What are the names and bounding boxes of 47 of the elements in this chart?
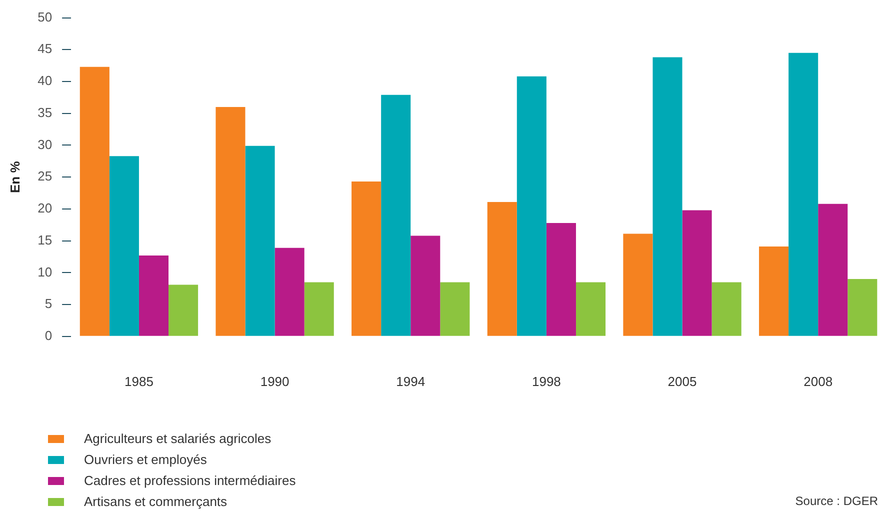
bar: [712, 282, 742, 336]
bar: [576, 282, 606, 336]
bar: [352, 182, 382, 336]
y-tick-label: 25: [38, 168, 52, 184]
bar: [168, 284, 198, 336]
y-axis-title: En %: [7, 160, 22, 193]
bar: [440, 282, 470, 336]
bar: [487, 202, 517, 336]
bar: [216, 107, 246, 336]
legend-label: Ouvriers et employés: [84, 452, 207, 467]
y-tick-label: 40: [38, 73, 52, 88]
bar: [138, 255, 169, 336]
y-tick-label: 15: [38, 232, 52, 248]
bar: [516, 76, 546, 336]
bar: [682, 210, 712, 336]
bar: [381, 94, 411, 336]
source-note: Source : DGER: [795, 494, 878, 508]
y-tick-label: 35: [38, 104, 52, 120]
y-tick-label: 20: [38, 200, 52, 216]
x-tick-label: 1985: [124, 374, 154, 389]
legend-label: Cadres et professions intermédiaires: [84, 473, 296, 488]
x-tick-label: 1994: [396, 374, 426, 389]
y-tick-label: 0: [44, 328, 52, 343]
x-tick-label: 2008: [804, 374, 833, 389]
bar: [788, 52, 818, 336]
legend-label: Artisans et commerçants: [84, 494, 228, 509]
bar: [546, 222, 576, 336]
bar: [304, 282, 334, 336]
bar: [80, 66, 110, 336]
y-tick-label: 5: [44, 296, 52, 312]
y-tick-label: 30: [38, 136, 52, 152]
bar: [410, 236, 440, 336]
bar: [109, 156, 139, 336]
bar: [623, 234, 653, 336]
bar: [652, 57, 682, 336]
bar: [818, 204, 848, 336]
y-tick-label: 45: [38, 41, 52, 56]
x-tick-label: 1990: [260, 374, 290, 389]
legend-label: Agriculteurs et salariés agricoles: [84, 431, 272, 446]
bar: [274, 248, 304, 336]
y-tick-label: 10: [38, 264, 52, 280]
x-tick-label: 2005: [668, 374, 697, 389]
x-tick-label: 1998: [532, 374, 561, 389]
bar: [245, 146, 275, 336]
bar: [759, 246, 789, 336]
y-tick-label: 50: [38, 9, 52, 24]
bar: [848, 279, 878, 336]
